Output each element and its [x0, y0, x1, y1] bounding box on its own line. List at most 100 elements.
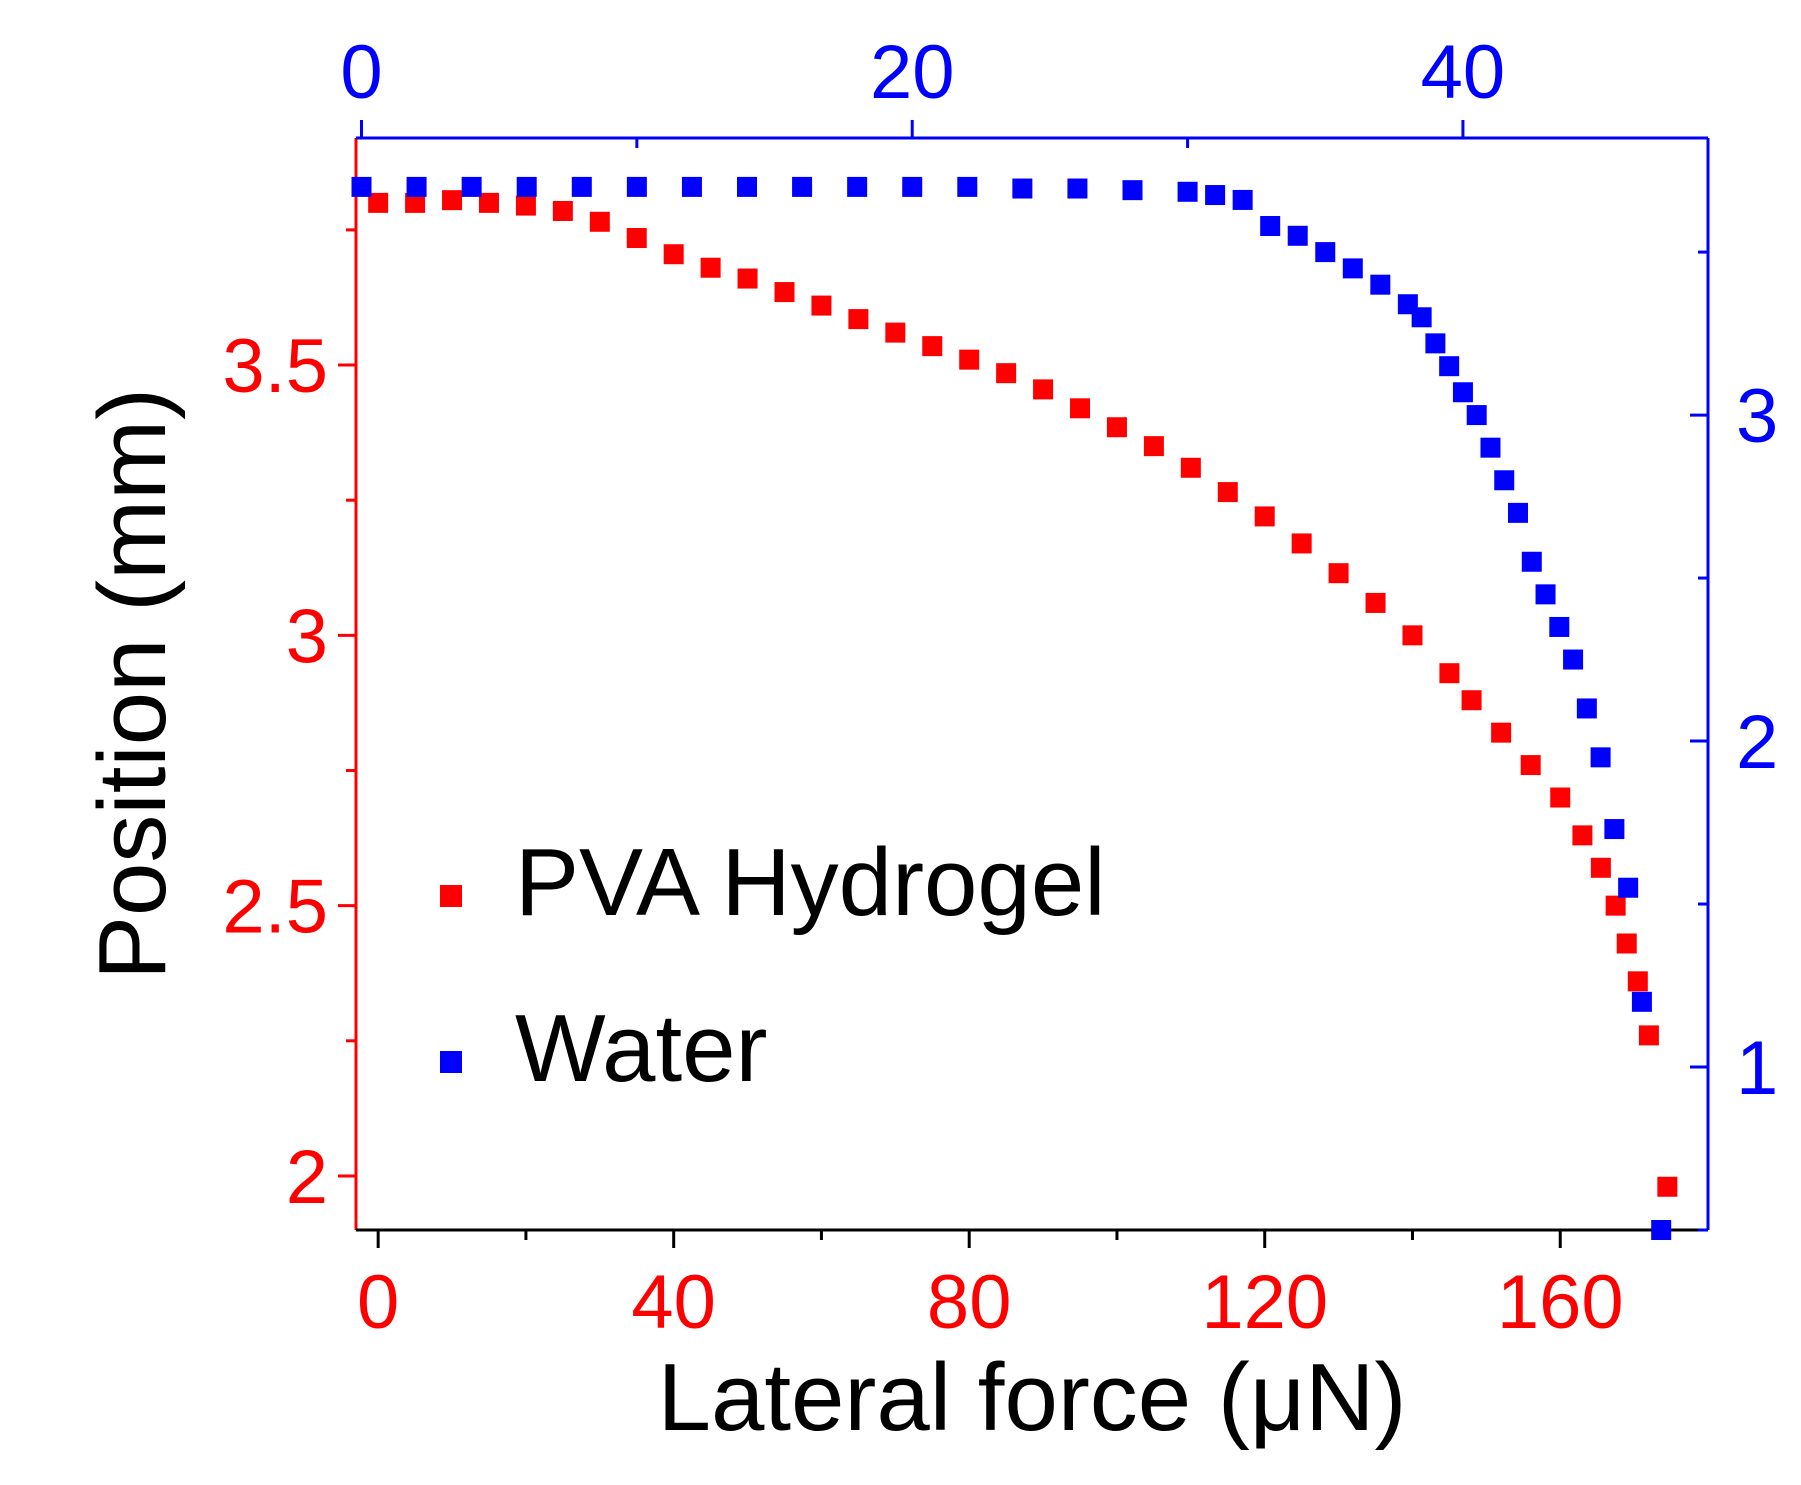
data-point-pva-hydrogel: [1520, 755, 1541, 776]
data-point-water: [957, 176, 978, 197]
data-point-water: [351, 176, 372, 197]
data-point-water: [1370, 274, 1391, 295]
y-right-tick-label: 3: [1736, 374, 1778, 459]
data-point-water: [1494, 470, 1515, 491]
data-point-water: [1067, 178, 1088, 199]
data-point-pva-hydrogel: [1461, 690, 1482, 711]
data-point-pva-hydrogel: [1106, 417, 1127, 438]
data-point-pva-hydrogel: [552, 200, 573, 221]
data-point-water: [571, 176, 592, 197]
data-point-water: [902, 176, 923, 197]
legend-marker-pva-hydrogel: [440, 885, 462, 907]
data-point-water: [1590, 747, 1611, 768]
data-point-pva-hydrogel: [737, 268, 758, 289]
data-point-water: [1425, 333, 1446, 354]
data-point-water: [1342, 258, 1363, 279]
data-point-pva-hydrogel: [700, 257, 721, 278]
data-point-water: [847, 176, 868, 197]
legend: PVA Hydrogel Water: [440, 829, 1106, 1102]
legend-marker-water: [440, 1051, 462, 1073]
data-point-water: [1631, 991, 1652, 1012]
x-axis-title: Lateral force (μN): [658, 1344, 1407, 1451]
data-point-pva-hydrogel: [959, 349, 980, 370]
data-point-water: [1122, 180, 1143, 201]
ticks-layer: 0 40 80 120 160 0 20 40 2 2.5 3 3.5 1 2 3: [222, 30, 1778, 1345]
data-point-water: [1205, 185, 1226, 206]
data-point-water: [1232, 189, 1253, 210]
data-point-pva-hydrogel: [1402, 625, 1423, 646]
y-left-tick-label: 3: [286, 594, 328, 679]
data-point-water: [1452, 382, 1473, 403]
data-point-pva-hydrogel: [1070, 398, 1091, 419]
data-point-water: [1287, 225, 1308, 246]
x-bottom-tick-label: 80: [927, 1260, 1012, 1345]
data-point-pva-hydrogel: [1033, 379, 1054, 400]
data-point-water: [1549, 616, 1570, 637]
data-point-pva-hydrogel: [589, 211, 610, 232]
data-point-water: [1177, 181, 1198, 202]
data-point-pva-hydrogel: [1572, 825, 1593, 846]
data-point-pva-hydrogel: [774, 282, 795, 303]
series-layer: [351, 176, 1678, 1240]
data-point-water: [1535, 584, 1556, 605]
data-point-pva-hydrogel: [885, 322, 906, 343]
y-right-tick-label: 2: [1736, 700, 1778, 785]
data-point-water: [1315, 242, 1336, 263]
data-point-pva-hydrogel: [1627, 971, 1648, 992]
data-point-pva-hydrogel: [1491, 722, 1512, 743]
data-point-water: [1466, 405, 1487, 426]
data-point-pva-hydrogel: [1638, 1025, 1659, 1046]
y-left-tick-label: 3.5: [222, 324, 328, 409]
data-point-pva-hydrogel: [1616, 933, 1637, 954]
data-point-water: [461, 176, 482, 197]
x-top-tick-label: 40: [1421, 30, 1506, 115]
x-bottom-tick-label: 0: [357, 1260, 399, 1345]
data-point-water: [406, 176, 427, 197]
data-point-pva-hydrogel: [1291, 533, 1312, 554]
data-point-water: [1618, 877, 1639, 898]
data-point-pva-hydrogel: [848, 309, 869, 330]
data-point-water: [1439, 356, 1460, 377]
data-point-pva-hydrogel: [1143, 436, 1164, 457]
data-point-water: [1012, 178, 1033, 199]
x-bottom-tick-label: 40: [631, 1260, 716, 1345]
data-point-pva-hydrogel: [368, 192, 389, 213]
data-point-pva-hydrogel: [811, 295, 832, 316]
data-point-pva-hydrogel: [1217, 482, 1238, 503]
data-point-pva-hydrogel: [996, 363, 1017, 384]
x-top-tick-label: 20: [870, 30, 955, 115]
data-point-water: [1521, 551, 1542, 572]
data-point-pva-hydrogel: [405, 192, 426, 213]
x-top-tick-label: 0: [340, 30, 382, 115]
data-point-water: [1604, 819, 1625, 840]
data-point-pva-hydrogel: [626, 228, 647, 249]
data-point-pva-hydrogel: [1605, 895, 1626, 916]
data-point-pva-hydrogel: [922, 336, 943, 357]
data-point-pva-hydrogel: [1328, 563, 1349, 584]
data-point-pva-hydrogel: [442, 190, 463, 211]
data-point-pva-hydrogel: [1590, 857, 1611, 878]
data-point-pva-hydrogel: [1439, 663, 1460, 684]
data-point-water: [1411, 307, 1432, 328]
data-point-pva-hydrogel: [1550, 787, 1571, 808]
data-point-pva-hydrogel: [663, 244, 684, 265]
data-point-pva-hydrogel: [478, 192, 499, 213]
data-point-water: [1260, 216, 1281, 237]
data-point-pva-hydrogel: [1254, 506, 1275, 527]
data-point-pva-hydrogel-outlier: [1657, 1176, 1678, 1197]
data-point-water: [1651, 1220, 1672, 1240]
data-point-water: [737, 176, 758, 197]
data-point-water: [1576, 698, 1597, 719]
y-right-tick-label: 1: [1736, 1026, 1778, 1111]
data-point-water: [626, 176, 647, 197]
data-point-water: [516, 176, 537, 197]
data-point-pva-hydrogel: [1180, 457, 1201, 478]
x-bottom-tick-label: 160: [1497, 1260, 1624, 1345]
data-point-pva-hydrogel: [515, 195, 536, 216]
data-point-water: [1563, 649, 1584, 670]
data-point-water: [681, 176, 702, 197]
y-axis-title: Position (mm): [79, 388, 186, 980]
data-point-water: [1508, 502, 1529, 523]
x-bottom-tick-label: 120: [1201, 1260, 1328, 1345]
